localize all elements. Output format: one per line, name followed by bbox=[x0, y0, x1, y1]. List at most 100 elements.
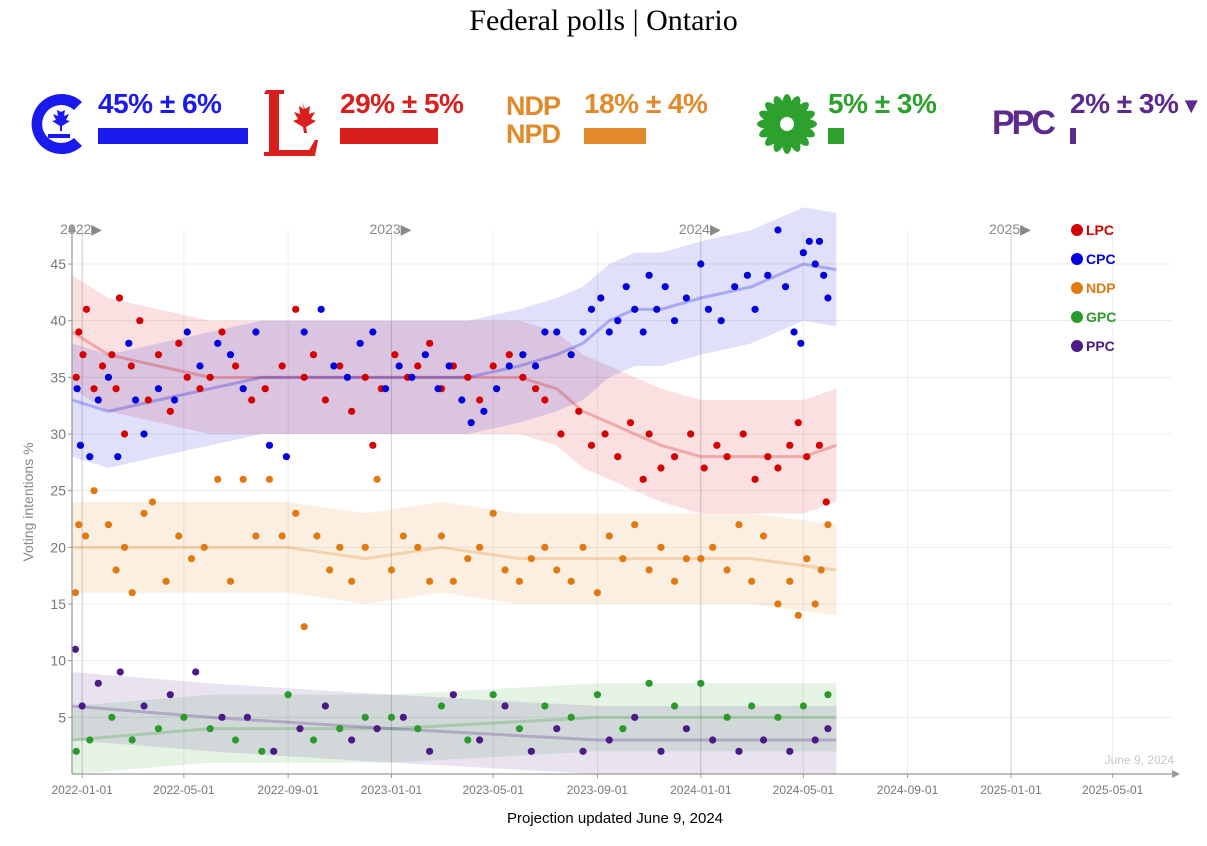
band-ndp bbox=[72, 502, 837, 616]
poll-point-ndp bbox=[104, 521, 113, 529]
poll-point-lpc bbox=[218, 328, 226, 336]
year-marker-label: 2025▶ bbox=[989, 221, 1031, 237]
poll-point-ppc bbox=[735, 747, 743, 755]
poll-point-cpc bbox=[764, 271, 772, 279]
poll-point-ndp bbox=[162, 577, 170, 585]
y-tick-label: 15 bbox=[50, 596, 66, 612]
poll-point-ndp bbox=[373, 475, 381, 483]
poll-point-ppc bbox=[553, 725, 561, 733]
poll-point-ndp bbox=[824, 521, 832, 529]
poll-point-cpc bbox=[226, 351, 235, 359]
poll-point-cpc bbox=[781, 283, 790, 291]
poll-point-lpc bbox=[79, 351, 87, 359]
y-tick-label: 40 bbox=[50, 313, 66, 329]
poll-point-ndp bbox=[759, 532, 768, 540]
y-tick-label: 35 bbox=[50, 369, 66, 385]
poll-point-gpc bbox=[567, 713, 575, 721]
poll-point-ndp bbox=[414, 543, 422, 551]
poll-point-lpc bbox=[713, 441, 721, 449]
poll-point-ppc bbox=[501, 702, 509, 710]
poll-point-ppc bbox=[579, 747, 587, 755]
poll-point-ndp bbox=[90, 487, 98, 495]
poll-point-lpc bbox=[127, 362, 135, 370]
poll-point-ndp bbox=[786, 577, 794, 585]
poll-point-lpc bbox=[166, 407, 174, 415]
poll-point-cpc bbox=[154, 385, 163, 393]
poll-point-lpc bbox=[794, 419, 802, 427]
poll-point-lpc bbox=[657, 464, 665, 472]
poll-point-gpc bbox=[645, 679, 653, 687]
poll-point-cpc bbox=[265, 441, 274, 449]
poll-point-gpc bbox=[414, 725, 422, 733]
poll-point-ppc bbox=[243, 713, 252, 721]
poll-point-lpc bbox=[489, 362, 497, 370]
green-logo-petal bbox=[790, 127, 809, 146]
poll-point-ppc bbox=[78, 702, 86, 710]
poll-point-lpc bbox=[505, 351, 513, 359]
poll-point-cpc bbox=[458, 396, 466, 404]
poll-point-lpc bbox=[645, 430, 653, 438]
poll-point-lpc bbox=[175, 339, 183, 347]
poll-point-gpc bbox=[774, 713, 782, 721]
green-logo-petal bbox=[787, 96, 801, 119]
poll-point-ndp bbox=[501, 566, 509, 574]
green-logo-petal bbox=[759, 110, 782, 124]
poll-point-lpc bbox=[391, 351, 399, 359]
x-tick-label: 2025-05-01 bbox=[1082, 783, 1144, 797]
y-tick-label: 25 bbox=[50, 483, 66, 499]
poll-point-ndp bbox=[697, 555, 705, 563]
y-tick-label: 5 bbox=[58, 709, 66, 725]
poll-point-cpc bbox=[76, 441, 85, 449]
poll-point-lpc bbox=[72, 373, 80, 381]
poll-point-ppc bbox=[166, 691, 174, 699]
poll-point-ppc bbox=[399, 713, 407, 721]
poll-point-lpc bbox=[614, 453, 622, 461]
lpc-value: 29% ± 5% bbox=[340, 88, 464, 119]
poll-point-cpc bbox=[239, 385, 247, 393]
poll-point-gpc bbox=[258, 747, 266, 755]
year-marker-label: 2023▶ bbox=[369, 221, 411, 237]
poll-point-ndp bbox=[399, 532, 407, 540]
lpc-bar bbox=[340, 128, 438, 144]
poll-point-lpc bbox=[601, 430, 609, 438]
poll-point-ndp bbox=[682, 555, 691, 563]
poll-point-ndp bbox=[187, 555, 196, 563]
poll-point-lpc bbox=[575, 407, 583, 415]
poll-point-ndp bbox=[645, 566, 653, 574]
poll-point-ndp bbox=[579, 543, 587, 551]
ndp-value: 18% ± 4% bbox=[584, 88, 708, 119]
poll-point-cpc bbox=[567, 351, 575, 359]
poll-point-lpc bbox=[519, 373, 527, 381]
poll-point-gpc bbox=[593, 691, 602, 699]
poll-point-gpc bbox=[309, 736, 318, 744]
poll-point-ppc bbox=[94, 679, 102, 687]
green-logo-petal bbox=[773, 129, 787, 152]
poll-point-cpc bbox=[805, 237, 813, 245]
poll-point-cpc bbox=[639, 328, 647, 336]
poll-point-cpc bbox=[519, 351, 527, 359]
poll-point-ndp bbox=[489, 509, 497, 517]
legend-marker-ndp bbox=[1071, 282, 1083, 294]
poll-point-cpc bbox=[421, 351, 429, 359]
poll-point-lpc bbox=[82, 305, 91, 313]
poll-point-lpc bbox=[261, 385, 269, 393]
x-tick-label: 2023-09-01 bbox=[567, 783, 629, 797]
poll-point-cpc bbox=[492, 385, 501, 393]
poll-point-lpc bbox=[136, 317, 144, 325]
poll-point-cpc bbox=[661, 283, 669, 291]
poll-point-cpc bbox=[811, 260, 819, 268]
poll-point-lpc bbox=[822, 498, 830, 506]
legend-marker-cpc bbox=[1071, 253, 1083, 265]
poll-point-gpc bbox=[799, 702, 807, 710]
poll-point-ndp bbox=[75, 521, 83, 529]
poll-point-cpc bbox=[704, 305, 713, 313]
cpc-value: 45% ± 6% bbox=[98, 88, 222, 119]
poll-point-ndp bbox=[735, 521, 743, 529]
x-tick-label: 2025-01-01 bbox=[980, 783, 1042, 797]
poll-point-lpc bbox=[321, 396, 329, 404]
poll-point-lpc bbox=[786, 441, 794, 449]
poll-point-cpc bbox=[480, 407, 488, 415]
ndp-logo-icon: NDP NPD bbox=[506, 91, 561, 149]
poll-point-lpc bbox=[687, 430, 695, 438]
poll-point-ndp bbox=[541, 543, 549, 551]
